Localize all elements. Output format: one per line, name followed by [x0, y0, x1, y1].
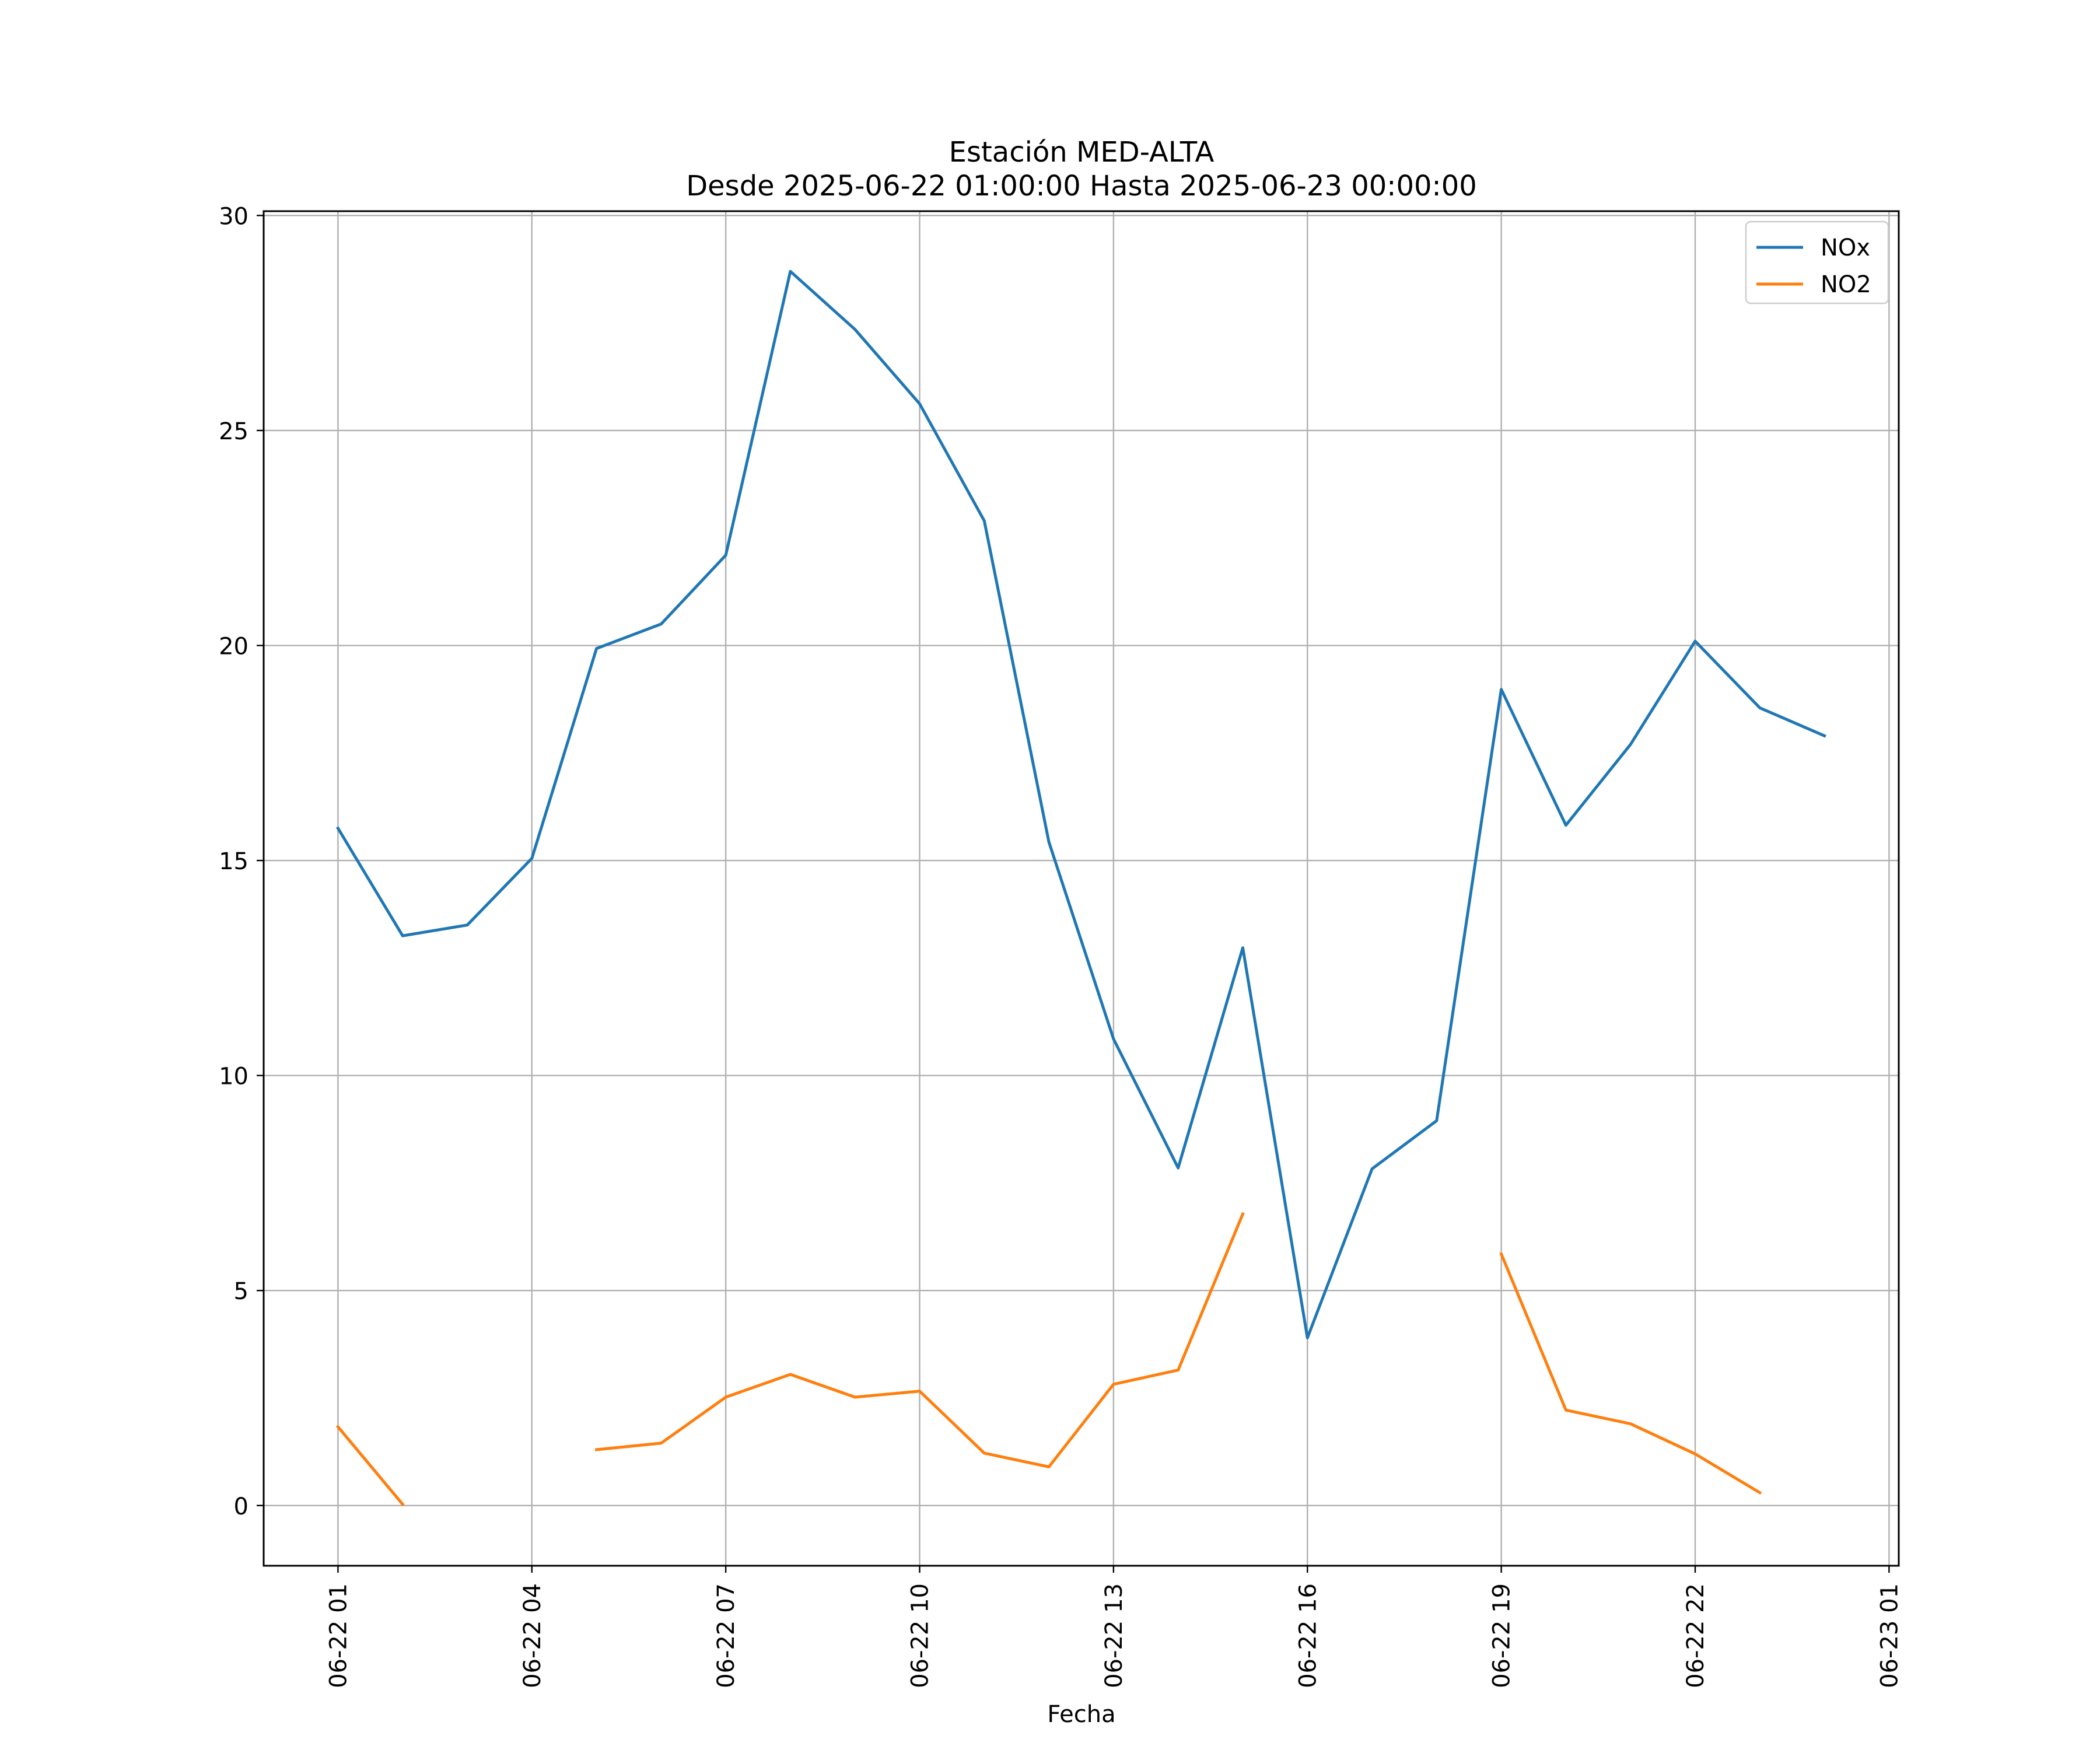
series-line-nox [335, 270, 1826, 1339]
chart-subtitle: Desde 2025-06-22 01:00:00 Hasta 2025-06-… [686, 170, 1477, 202]
x-axis-label: Fecha [1047, 1701, 1115, 1728]
grid-lines [264, 211, 1899, 1566]
x-tick-label: 06-22 04 [519, 1583, 546, 1688]
y-tick-label: 10 [219, 1063, 249, 1090]
y-tick-label: 25 [219, 418, 249, 445]
y-tick-label: 15 [219, 848, 249, 875]
x-axis: 06-22 01 06-22 04 06-22 07 06-22 10 06-22 13… [325, 1566, 1903, 1688]
x-tick-label: 06-22 22 [1682, 1583, 1709, 1688]
y-tick-label: 5 [234, 1278, 249, 1305]
plot-frame [262, 210, 1900, 1567]
x-tick-label: 06-22 13 [1101, 1583, 1128, 1688]
y-tick-label: 20 [219, 634, 249, 660]
chart-title: Estación MED-ALTA [949, 136, 1214, 169]
y-axis: 0 5 10 15 20 25 30 [219, 203, 264, 1520]
x-tick-label: 06-22 10 [907, 1583, 934, 1688]
series-line-no2 [335, 1212, 1762, 1507]
data-lines [335, 270, 1826, 1507]
legend-label-nox: NOx [1821, 235, 1870, 261]
legend: NOx NO2 [1745, 221, 1889, 305]
x-tick-label: 06-22 19 [1489, 1583, 1516, 1688]
y-tick-label: 0 [234, 1493, 249, 1520]
x-tick-label: 06-23 01 [1876, 1583, 1903, 1688]
x-tick-label: 06-22 16 [1294, 1583, 1321, 1688]
x-tick-label: 06-22 01 [325, 1583, 352, 1688]
legend-label-no2: NO2 [1821, 271, 1871, 298]
x-tick-label: 06-22 07 [713, 1583, 740, 1688]
y-tick-label: 30 [219, 203, 249, 230]
